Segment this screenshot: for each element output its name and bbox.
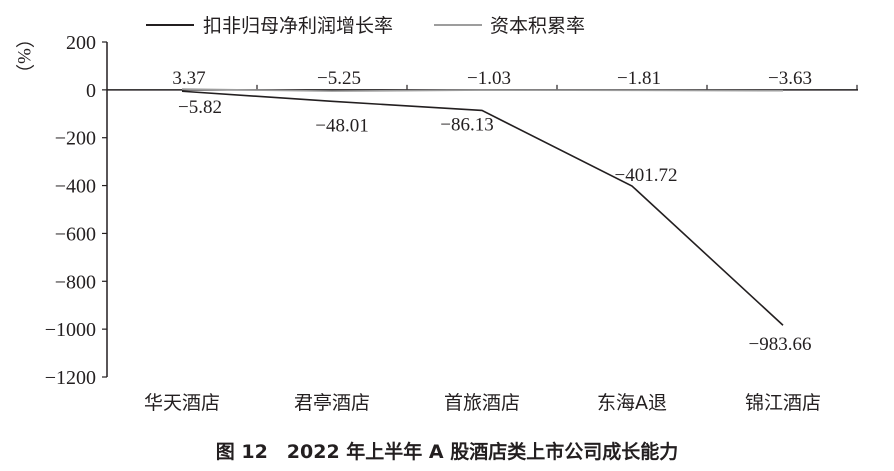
data-label-series-1: −48.01 bbox=[315, 115, 368, 136]
y-tick-label: −1200 bbox=[45, 367, 96, 389]
x-tick-label: 华天酒店 bbox=[144, 392, 220, 414]
legend: 扣非归母净利润增长率 资本积累率 bbox=[146, 15, 585, 37]
data-label-series-2: −1.81 bbox=[617, 68, 661, 89]
data-label-series-2: 3.37 bbox=[172, 68, 205, 89]
figure-caption: 图 12 2022 年上半年 A 股酒店类上市公司成长能力 bbox=[215, 441, 679, 463]
x-tick-label: 君亭酒店 bbox=[294, 392, 370, 414]
legend-label-2: 资本积累率 bbox=[490, 15, 585, 37]
y-tick-label: −400 bbox=[55, 176, 96, 198]
chart-canvas: 扣非归母净利润增长率 资本积累率 200 0 −200 −400 −600 −800 −100… bbox=[13, 15, 858, 414]
y-tick-label: −1000 bbox=[45, 319, 96, 341]
data-label-series-2: −3.63 bbox=[768, 68, 812, 89]
y-tick-label: −600 bbox=[55, 223, 96, 245]
data-label-series-1: −401.72 bbox=[615, 165, 678, 186]
data-label-series-2: −1.03 bbox=[467, 68, 511, 89]
x-tick-label: 首旅酒店 bbox=[444, 392, 520, 414]
y-axis-unit-label: （%） bbox=[13, 29, 35, 83]
series-line-2 bbox=[181, 88, 784, 92]
x-tick-label: 东海A退 bbox=[597, 392, 667, 414]
data-label-series-1: −86.13 bbox=[440, 114, 493, 135]
data-label-series-1: −5.82 bbox=[178, 97, 222, 118]
series-group bbox=[181, 88, 784, 326]
x-tick-label: 锦江酒店 bbox=[745, 392, 821, 414]
data-labels: −5.82 −48.01 −86.13 −401.72 −983.66 3.37 −5.25… bbox=[172, 68, 812, 355]
y-tick-label: −200 bbox=[55, 128, 96, 150]
data-label-series-1: −983.66 bbox=[749, 334, 812, 355]
legend-label-1: 扣非归母净利润增长率 bbox=[203, 15, 393, 37]
y-tick-label: −800 bbox=[55, 271, 96, 293]
y-tick-label: 200 bbox=[66, 32, 96, 54]
y-tick-label: 0 bbox=[86, 80, 96, 102]
axes: 200 0 −200 −400 −600 −800 −1000 −1200 华天酒店 君亭酒店 首旅… bbox=[13, 29, 858, 414]
series-line-1 bbox=[181, 90, 784, 326]
data-label-series-2: −5.25 bbox=[317, 68, 361, 89]
